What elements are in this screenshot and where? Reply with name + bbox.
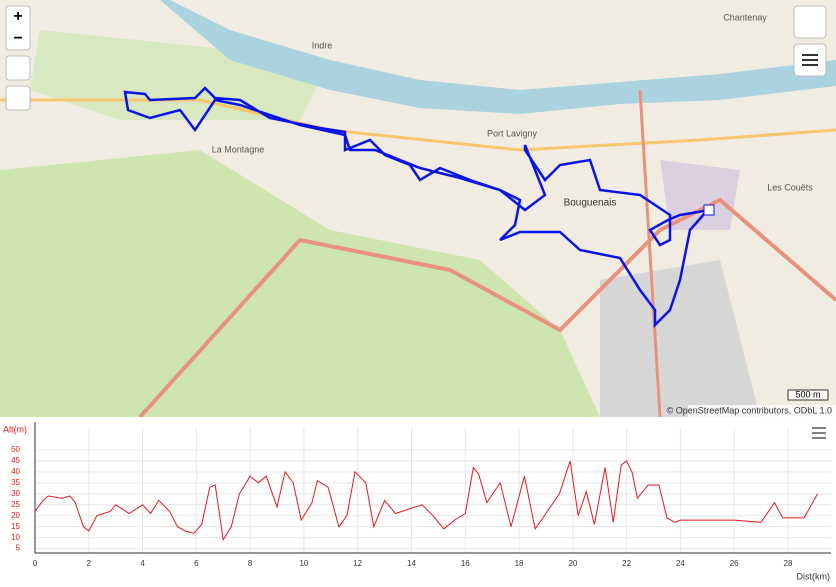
y-tick-label: 45 bbox=[11, 456, 20, 465]
start-marker bbox=[703, 204, 715, 216]
x-tick-label: 4 bbox=[140, 559, 145, 568]
y-tick-label: 5 bbox=[16, 544, 21, 553]
x-axis-label: Dist(km) bbox=[797, 571, 831, 581]
y-tick-label: 15 bbox=[11, 522, 20, 531]
x-tick-label: 28 bbox=[784, 559, 793, 568]
menu-icon bbox=[802, 54, 818, 66]
road bbox=[638, 89, 662, 418]
place-label: Port Lavigny bbox=[487, 128, 538, 138]
chart-menu[interactable] bbox=[812, 427, 826, 439]
y-tick-label: 10 bbox=[11, 533, 20, 542]
zoom-in[interactable]: + bbox=[13, 8, 22, 25]
place-label: La Montagne bbox=[212, 144, 265, 154]
place-label: Indre bbox=[312, 40, 333, 50]
y-tick-label: 20 bbox=[11, 511, 20, 520]
x-tick-label: 0 bbox=[33, 559, 38, 568]
attribution: © OpenStreetMap contributors, ODbL 1.0 bbox=[667, 405, 832, 415]
x-tick-label: 10 bbox=[299, 559, 308, 568]
axes bbox=[34, 422, 831, 554]
print-button[interactable] bbox=[5, 85, 31, 111]
industry bbox=[660, 160, 740, 230]
x-tick-label: 8 bbox=[248, 559, 253, 568]
river bbox=[160, 0, 836, 114]
x-tick-label: 16 bbox=[461, 559, 470, 568]
zoom-control bbox=[5, 5, 31, 51]
place-label: Bouguenais bbox=[564, 198, 617, 209]
fullscreen-button[interactable] bbox=[5, 55, 31, 81]
y-tick-label: 30 bbox=[11, 489, 20, 498]
place-label: Les Couëts bbox=[767, 182, 813, 192]
layers-button[interactable] bbox=[793, 5, 827, 39]
x-tick-label: 12 bbox=[353, 559, 362, 568]
y-tick-label: 50 bbox=[11, 445, 20, 454]
airport bbox=[600, 260, 760, 417]
y-axis-label: Alt(m) bbox=[3, 424, 27, 434]
attribution-bg bbox=[688, 405, 836, 417]
x-tick-label: 6 bbox=[194, 559, 199, 568]
scale-bar bbox=[787, 389, 829, 401]
x-tick-label: 18 bbox=[515, 559, 524, 568]
elevation-line bbox=[34, 460, 819, 542]
x-tick-label: 22 bbox=[622, 559, 631, 568]
x-tick-label: 14 bbox=[407, 559, 416, 568]
fields bbox=[0, 150, 600, 417]
y-tick-label: 40 bbox=[11, 467, 20, 476]
place-label: Chantenay bbox=[723, 12, 767, 22]
y-tick-label: 35 bbox=[11, 478, 20, 487]
x-tick-label: 24 bbox=[676, 559, 685, 568]
x-tick-label: 26 bbox=[730, 559, 739, 568]
y-tick-label: 25 bbox=[11, 500, 20, 509]
zoom-out[interactable]: − bbox=[13, 30, 22, 47]
x-tick-label: 2 bbox=[87, 559, 92, 568]
x-tick-label: 20 bbox=[568, 559, 577, 568]
scale-label: 500 m bbox=[795, 389, 820, 399]
map: Bouguenais La Montagne Chantenay Port La… bbox=[0, 0, 836, 419]
chart-bg bbox=[0, 417, 836, 582]
road bbox=[138, 197, 836, 419]
